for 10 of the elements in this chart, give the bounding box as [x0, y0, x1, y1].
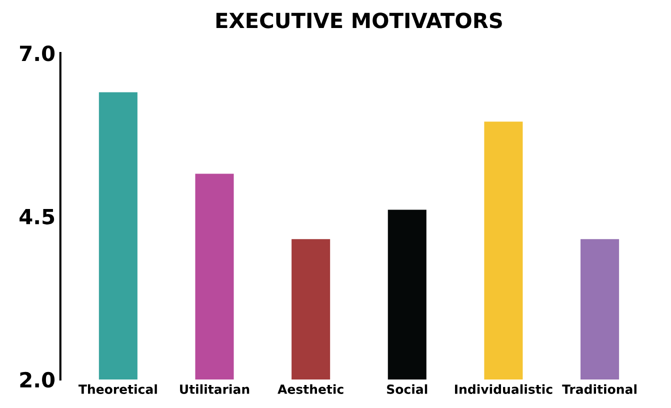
chart-title: EXECUTIVE MOTIVATORS [216, 12, 502, 28]
y-tick-label: 2.0 [20, 372, 55, 388]
x-tick-label: Theoretical [78, 384, 157, 394]
y-tick-label: 7.0 [20, 45, 55, 62]
x-tick-label: Traditional [562, 384, 636, 394]
y-tick-label: 4.5 [20, 208, 54, 224]
x-tick-label: Individualistic [455, 384, 552, 394]
x-tick-label: Aesthetic [278, 384, 344, 394]
x-tick-label: Social [387, 384, 428, 394]
x-tick-label: Utilitarian [180, 384, 250, 394]
